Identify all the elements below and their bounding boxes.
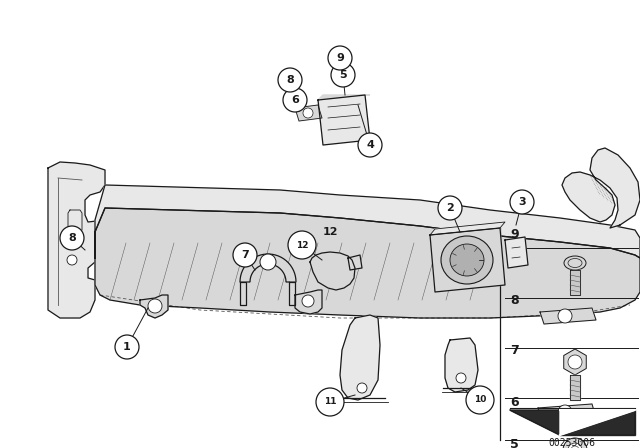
- Circle shape: [558, 309, 572, 323]
- Circle shape: [283, 88, 307, 112]
- Circle shape: [67, 230, 77, 240]
- Polygon shape: [95, 208, 640, 318]
- Polygon shape: [510, 410, 635, 435]
- Ellipse shape: [441, 236, 493, 284]
- Text: 9: 9: [336, 53, 344, 63]
- Polygon shape: [310, 252, 355, 290]
- Polygon shape: [570, 270, 580, 295]
- Text: 5: 5: [510, 439, 519, 448]
- Circle shape: [316, 388, 344, 416]
- Circle shape: [260, 254, 276, 270]
- Text: 2: 2: [446, 203, 454, 213]
- Circle shape: [331, 63, 355, 87]
- Polygon shape: [340, 315, 380, 400]
- Circle shape: [67, 255, 77, 265]
- Circle shape: [558, 405, 572, 419]
- Circle shape: [303, 108, 313, 118]
- Text: 8: 8: [68, 233, 76, 243]
- Circle shape: [456, 373, 466, 383]
- Text: 6: 6: [510, 396, 518, 409]
- Polygon shape: [570, 375, 580, 400]
- Text: 11: 11: [324, 397, 336, 406]
- Text: 12: 12: [296, 241, 308, 250]
- Polygon shape: [318, 95, 370, 145]
- Circle shape: [357, 383, 367, 393]
- Circle shape: [466, 386, 494, 414]
- Polygon shape: [318, 95, 370, 100]
- Circle shape: [288, 231, 316, 259]
- Text: 3: 3: [518, 197, 526, 207]
- Ellipse shape: [564, 256, 586, 270]
- Text: 1: 1: [123, 342, 131, 352]
- Polygon shape: [560, 410, 635, 435]
- Text: 10: 10: [474, 396, 486, 405]
- Text: 7: 7: [241, 250, 249, 260]
- Text: 8: 8: [510, 293, 518, 306]
- Text: 00253006: 00253006: [548, 438, 595, 448]
- Polygon shape: [505, 237, 528, 268]
- Polygon shape: [540, 308, 596, 324]
- Circle shape: [115, 335, 139, 359]
- Text: 12: 12: [323, 227, 338, 237]
- Text: 5: 5: [339, 70, 347, 80]
- Circle shape: [568, 443, 582, 448]
- Polygon shape: [430, 228, 505, 292]
- Circle shape: [510, 190, 534, 214]
- Polygon shape: [430, 222, 505, 235]
- Circle shape: [563, 438, 587, 448]
- Polygon shape: [348, 255, 362, 270]
- Circle shape: [148, 299, 162, 313]
- Text: 9: 9: [510, 228, 518, 241]
- Polygon shape: [295, 290, 322, 314]
- Text: 6: 6: [291, 95, 299, 105]
- Circle shape: [302, 295, 314, 307]
- Polygon shape: [95, 185, 640, 258]
- Polygon shape: [140, 295, 168, 318]
- Polygon shape: [538, 404, 596, 422]
- Polygon shape: [289, 282, 295, 305]
- Polygon shape: [562, 148, 640, 228]
- Polygon shape: [240, 282, 246, 305]
- Polygon shape: [48, 162, 105, 318]
- Circle shape: [278, 68, 302, 92]
- Text: 8: 8: [286, 75, 294, 85]
- Circle shape: [568, 355, 582, 369]
- Circle shape: [328, 46, 352, 70]
- Text: 4: 4: [366, 140, 374, 150]
- Polygon shape: [295, 105, 322, 121]
- Circle shape: [438, 196, 462, 220]
- Ellipse shape: [450, 244, 484, 276]
- Polygon shape: [445, 338, 478, 392]
- Circle shape: [358, 133, 382, 157]
- Polygon shape: [240, 254, 296, 282]
- Circle shape: [233, 243, 257, 267]
- Text: 7: 7: [510, 344, 519, 357]
- Polygon shape: [564, 349, 586, 375]
- Circle shape: [60, 226, 84, 250]
